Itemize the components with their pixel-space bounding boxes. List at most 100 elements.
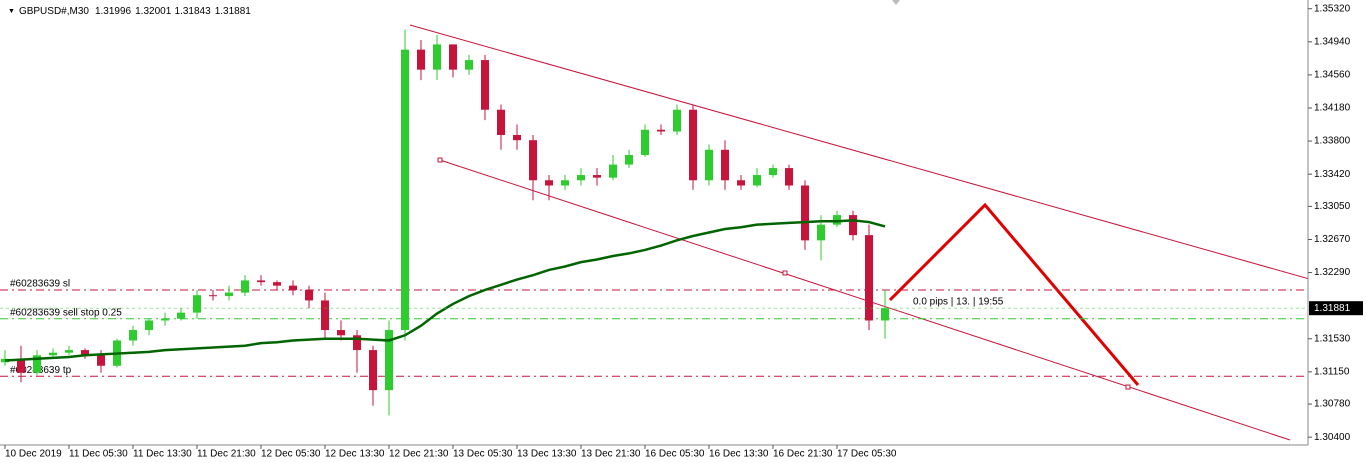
y-tick-label: 1.33050 bbox=[1314, 201, 1351, 212]
chart-header: ▼ GBPUSD#,M30 1.31996 1.32001 1.31843 1.31881 bbox=[8, 6, 251, 17]
moving-average bbox=[4, 219, 886, 362]
candle-body bbox=[881, 308, 889, 321]
symbol: GBPUSD#,M30 bbox=[19, 6, 89, 17]
x-tick-label: 12 Dec 05:30 bbox=[261, 449, 321, 460]
candle-body bbox=[433, 44, 441, 70]
x-tick-label: 17 Dec 05:30 bbox=[837, 449, 897, 460]
x-tick-label: 13 Dec 05:30 bbox=[453, 449, 513, 460]
candle-body bbox=[337, 330, 345, 336]
y-tick-label: 1.33420 bbox=[1314, 169, 1351, 180]
candle-body bbox=[497, 109, 505, 135]
annotation: 0.0 pips | 13. | 19:55 bbox=[913, 297, 1004, 308]
plot-area: #60283639 sl#60283639 sell stop 0.25#602… bbox=[0, 24, 1308, 441]
y-tick-label: 1.34180 bbox=[1314, 103, 1351, 114]
candle-body bbox=[545, 180, 553, 186]
candle-body bbox=[225, 292, 233, 297]
candle-body bbox=[689, 109, 697, 181]
order-label: #60283639 sl bbox=[10, 279, 70, 290]
x-tick-label: 13 Dec 13:30 bbox=[517, 449, 577, 460]
candle-body bbox=[817, 224, 825, 241]
candle-body bbox=[449, 44, 457, 70]
candle-body bbox=[609, 164, 617, 178]
candle-body bbox=[833, 215, 841, 225]
quote-low: 1.31843 bbox=[175, 6, 212, 17]
candle-body bbox=[65, 350, 73, 353]
x-tick-label: 13 Dec 21:30 bbox=[581, 449, 641, 460]
candle-body bbox=[849, 215, 857, 236]
x-tick-label: 12 Dec 21:30 bbox=[389, 449, 449, 460]
candle-body bbox=[721, 149, 729, 181]
candle-body bbox=[481, 60, 489, 110]
candle-body bbox=[273, 282, 281, 286]
shift-marker bbox=[892, 0, 900, 5]
last-price-box bbox=[1309, 301, 1363, 316]
candle-body bbox=[241, 280, 249, 293]
y-tick-label: 1.33800 bbox=[1314, 136, 1351, 147]
candle-body bbox=[81, 350, 89, 356]
candle-body bbox=[865, 235, 873, 321]
y-tick-label: 1.31150 bbox=[1314, 366, 1350, 377]
channel-upper bbox=[409, 24, 1308, 280]
channel-anchor bbox=[437, 157, 443, 163]
candle-body bbox=[737, 180, 745, 186]
last-price-label: 1.31881 bbox=[1314, 303, 1351, 314]
y-tick-label: 1.32290 bbox=[1314, 267, 1351, 278]
candle-body bbox=[193, 295, 201, 313]
candle-body bbox=[801, 185, 809, 241]
x-tick-label: 16 Dec 21:30 bbox=[773, 449, 833, 460]
x-tick-label: 10 Dec 2019 bbox=[5, 449, 62, 460]
projection-path bbox=[888, 202, 1140, 386]
y-tick-label: 1.35320 bbox=[1314, 3, 1351, 14]
candle-body bbox=[305, 289, 313, 301]
candle-body bbox=[177, 312, 185, 319]
y-tick-label: 1.34940 bbox=[1314, 36, 1351, 47]
x-tick-label: 11 Dec 13:30 bbox=[133, 449, 192, 460]
quote-close: 1.31881 bbox=[215, 6, 252, 17]
candle-body bbox=[561, 180, 569, 186]
candle-body bbox=[529, 140, 537, 181]
order-label: #60283639 sell stop 0.25 bbox=[10, 307, 122, 318]
candle-body bbox=[577, 175, 585, 181]
candle-body bbox=[385, 330, 393, 391]
candle-body bbox=[417, 49, 425, 70]
candle-body bbox=[657, 129, 665, 132]
candle-body bbox=[257, 280, 265, 283]
candle-body bbox=[161, 318, 169, 321]
candle-body bbox=[769, 168, 777, 176]
y-tick-label: 1.30780 bbox=[1314, 399, 1351, 410]
channel-anchor bbox=[782, 270, 788, 276]
candle-body bbox=[625, 155, 633, 165]
candle-body bbox=[369, 350, 377, 391]
candle-body bbox=[97, 355, 105, 366]
candle-body bbox=[641, 129, 649, 156]
y-tick-label: 1.31530 bbox=[1314, 333, 1351, 344]
candle-body bbox=[513, 134, 521, 141]
x-tick-label: 11 Dec 05:30 bbox=[69, 449, 128, 460]
x-tick-label: 11 Dec 21:30 bbox=[197, 449, 256, 460]
candle-body bbox=[401, 49, 409, 331]
candle-body bbox=[353, 335, 361, 351]
candle-body bbox=[593, 175, 601, 178]
channel-anchor bbox=[1125, 384, 1131, 390]
candle-body bbox=[673, 109, 681, 132]
candle-body bbox=[49, 352, 57, 356]
candle-body bbox=[465, 60, 473, 70]
quote-high: 1.32001 bbox=[135, 6, 172, 17]
quote-open: 1.31996 bbox=[95, 6, 132, 17]
candle-body bbox=[209, 295, 217, 297]
candle-body bbox=[33, 355, 41, 373]
x-tick-label: 12 Dec 13:30 bbox=[325, 449, 385, 460]
candle-body bbox=[321, 300, 329, 331]
y-tick-label: 1.30400 bbox=[1314, 432, 1351, 443]
candle-body bbox=[145, 320, 153, 331]
candle-body bbox=[17, 358, 25, 373]
y-tick-label: 1.32670 bbox=[1314, 234, 1351, 245]
candle-body bbox=[753, 175, 761, 186]
candle-body bbox=[129, 330, 137, 341]
candle-body bbox=[705, 149, 713, 181]
candle-body bbox=[785, 168, 793, 186]
candle-body bbox=[289, 285, 297, 290]
